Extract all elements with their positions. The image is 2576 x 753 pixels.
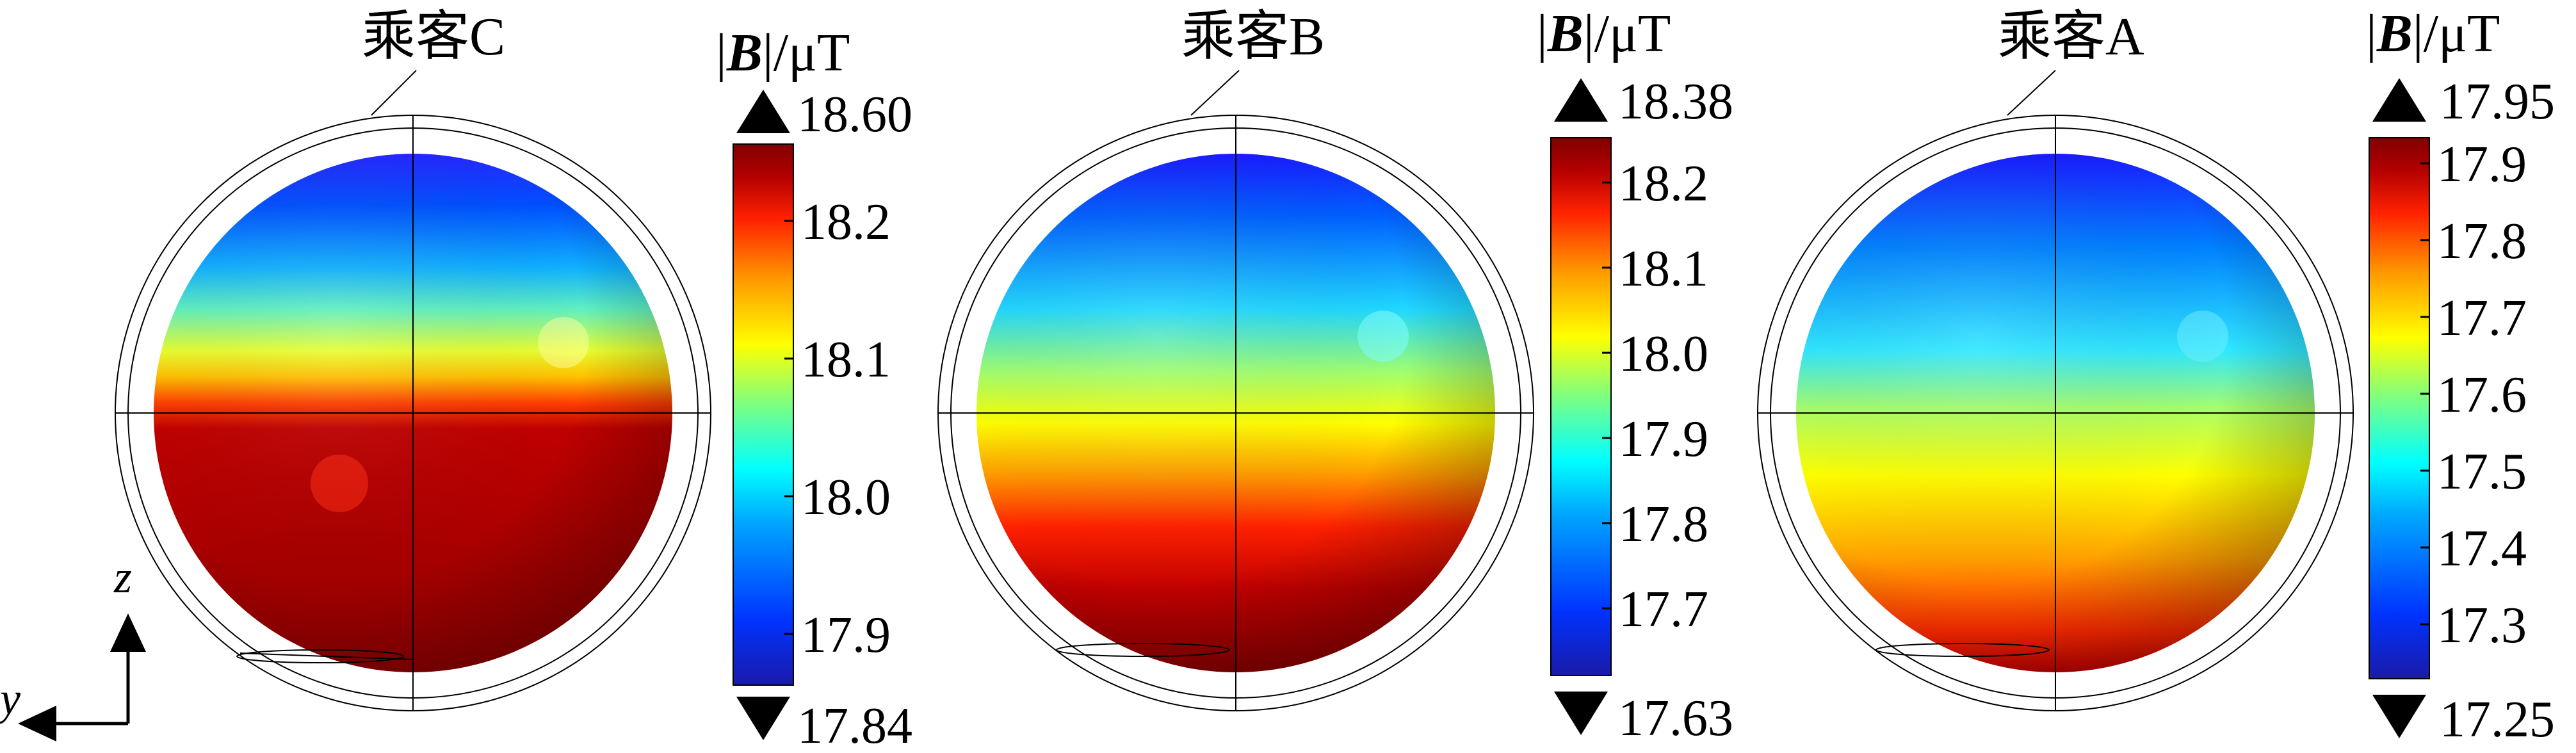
- seat-base: [1875, 643, 2050, 657]
- colorbar-max-label: 18.60: [797, 86, 912, 143]
- colorbar-c: |B|/μT 18.60 17.84 18.2 18.1 18.0 17.9: [716, 23, 912, 753]
- colorbar-min-label: 17.84: [797, 698, 912, 753]
- colorbar-max-label: 17.95: [2440, 74, 2555, 130]
- y-arrow-icon: [18, 706, 56, 741]
- colorbar-min-label: 17.63: [1618, 690, 1733, 747]
- colorbar-tick-label: 18.2: [801, 194, 891, 250]
- panel-label: 乘客B: [1181, 7, 1325, 67]
- min-arrow-icon: [1554, 692, 1608, 735]
- colorbar-tick-label: 17.6: [2437, 367, 2527, 423]
- colorbar-gradient: [1550, 137, 1612, 676]
- panel-label: 乘客C: [362, 7, 505, 67]
- colorbar-min-label: 17.25: [2440, 692, 2555, 748]
- colorbar-tick-label: 17.9: [1619, 411, 1708, 467]
- colorbar-gradient: [2369, 137, 2430, 679]
- min-arrow-icon: [2372, 695, 2426, 738]
- colorbar-tick-label: 17.9: [2437, 136, 2527, 193]
- colorbar-tick-label: 17.5: [2437, 444, 2527, 500]
- colorbar-tick-label: 17.8: [1619, 496, 1708, 553]
- colorbar-title: |B|/μT: [1537, 4, 1671, 63]
- colorbar-tick-label: 17.3: [2437, 597, 2527, 654]
- panel-label: 乘客A: [1998, 7, 2144, 67]
- panel-b: 乘客B |B|/μT 18.38 17.63 18.218.118.017.91…: [937, 4, 1733, 747]
- max-arrow-icon: [1554, 78, 1608, 122]
- colorbar-tick-label: 17.4: [2437, 521, 2527, 577]
- colorbar-tick-label: 17.8: [2437, 213, 2527, 270]
- max-arrow-icon: [736, 90, 790, 133]
- seat-base: [1056, 643, 1230, 657]
- label-leader: [2007, 70, 2056, 116]
- z-axis-label: z: [113, 551, 132, 603]
- colorbar-max-label: 18.38: [1618, 74, 1733, 130]
- colorbar-ticks: 17.9 17.8 17.7 17.6 17.5 17.4 17.3: [2420, 136, 2527, 654]
- panel-a: 乘客A |B|/μT 17.95 17.25 17.917.817.717.61…: [1757, 4, 2555, 748]
- colorbar-ticks: 18.2 18.1 18.0 17.9 17.8 17.7: [1602, 156, 1708, 638]
- colorbar-gradient: [733, 143, 794, 686]
- colorbar-tick-label: 17.7: [2437, 290, 2527, 346]
- colorbar-a: |B|/μT 17.95 17.25 17.917.817.717.617.51…: [2366, 4, 2555, 748]
- seat-base-edge: [239, 652, 414, 660]
- colorbar-title: |B|/μT: [716, 23, 850, 83]
- colorbar-b: |B|/μT 18.38 17.63 18.218.118.017.917.81…: [1537, 4, 1733, 747]
- axes-indicator: z y: [0, 551, 146, 741]
- label-leader: [371, 70, 417, 116]
- y-axis-label: y: [0, 673, 20, 724]
- label-leader: [1190, 70, 1240, 116]
- colorbar-tick-label: 18.0: [1619, 326, 1708, 382]
- colorbar-tick-label: 17.9: [801, 607, 891, 663]
- max-arrow-icon: [2372, 78, 2426, 122]
- panel-c: 乘客C |B|/μT 18.60 17.84 18.2 18.1 18.0 17.9: [115, 7, 912, 753]
- colorbar-title: |B|/μT: [2366, 4, 2500, 63]
- colorbar-tick-label: 17.7: [1619, 581, 1708, 638]
- z-arrow-icon: [110, 613, 146, 652]
- colorbar-ticks: 18.2 18.1 18.0 17.9: [784, 194, 891, 663]
- seat-base: [236, 649, 404, 663]
- colorbar-tick-label: 18.1: [801, 332, 891, 388]
- colorbar-tick-label: 18.0: [801, 469, 891, 526]
- colorbar-tick-label: 18.1: [1619, 241, 1708, 297]
- colorbar-tick-label: 18.2: [1619, 156, 1708, 212]
- min-arrow-icon: [736, 697, 790, 740]
